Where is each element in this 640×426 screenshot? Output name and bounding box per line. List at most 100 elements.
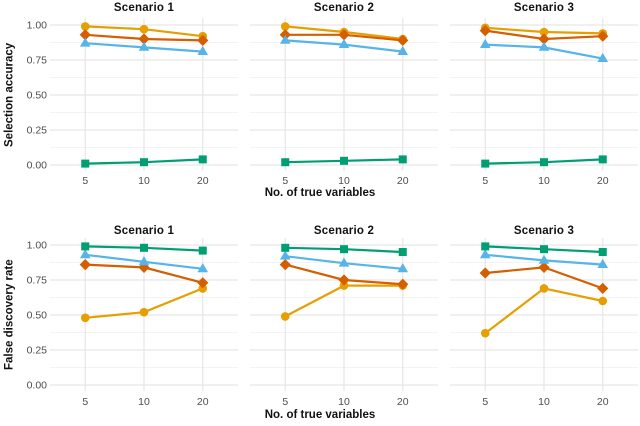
orange-circle-point: [539, 27, 549, 37]
orange-circle-point: [598, 296, 608, 306]
selection-accuracy-panels-svg: 0.00 0.25 0.50 0.75 1.00 5 10 20 5 10 20 5 10 20: [27, 18, 638, 187]
x-tick-label: 10: [138, 175, 150, 187]
vermillion-diamond-point: [79, 29, 91, 41]
skyblue-triangle-point: [479, 249, 491, 259]
y-tick-label: 1.00: [27, 240, 48, 252]
green-square-point: [398, 248, 407, 256]
panel-title-scenario-3-bottom: Scenario 3: [513, 225, 575, 237]
y-tick-label: 0.00: [27, 160, 48, 172]
vermillion-diamond-point: [479, 267, 491, 279]
green-square-point: [81, 159, 90, 168]
vermillion-diamond-point: [479, 25, 491, 37]
green-square-point: [598, 155, 607, 164]
skyblue-triangle-point: [397, 263, 409, 273]
skyblue-triangle-point: [279, 250, 291, 260]
y-axis-title-false-discovery-rate: False discovery rate: [3, 259, 16, 371]
orange-circle-point: [80, 313, 90, 323]
x-tick-label: 5: [482, 396, 488, 408]
orange-circle-point: [80, 22, 90, 31]
vermillion-diamond-point: [138, 33, 150, 45]
panel-title-scenario-1-bottom: Scenario 1: [113, 225, 175, 237]
vermillion-diamond-point: [338, 274, 350, 286]
vermillion-diamond-point: [597, 282, 609, 294]
x-tick-label: 10: [538, 396, 550, 408]
x-tick-label: 20: [397, 396, 409, 408]
y-tick-label: 0.25: [27, 345, 48, 357]
green-square-point: [281, 243, 290, 252]
green-square-point: [540, 158, 548, 167]
green-square-point: [481, 242, 490, 251]
y-tick-label: 0.50: [27, 310, 48, 322]
x-tick-label: 5: [82, 175, 88, 187]
green-square-point: [340, 156, 348, 165]
skyblue-triangle-point: [338, 38, 350, 48]
skyblue-triangle-point: [138, 256, 150, 266]
vermillion-diamond-point: [397, 278, 409, 290]
vermillion-diamond-point: [538, 33, 550, 45]
green-square-point: [340, 245, 348, 254]
skyblue-triangle-point: [338, 257, 350, 267]
vermillion-diamond-point: [397, 34, 409, 46]
orange-circle-point: [280, 312, 290, 321]
green-square-point: [198, 246, 207, 255]
vermillion-diamond-point: [79, 259, 91, 271]
green-square-point: [281, 158, 290, 167]
skyblue-triangle-point: [138, 41, 150, 51]
panel-title-scenario-1-top: Scenario 1: [113, 2, 175, 14]
skyblue-triangle-point: [479, 38, 491, 48]
x-tick-label: 10: [338, 396, 350, 408]
x-tick-label: 20: [197, 396, 209, 408]
y-tick-label: 0.75: [27, 55, 48, 67]
green-square-point: [481, 159, 490, 168]
vermillion-diamond-point: [597, 30, 609, 42]
skyblue-triangle-point: [397, 45, 409, 55]
y-tick-label: 0.50: [27, 90, 48, 102]
x-tick-label: 10: [538, 175, 550, 187]
green-square-point: [140, 158, 148, 167]
x-tick-label: 10: [338, 175, 350, 187]
orange-circle-point: [280, 22, 290, 31]
x-tick-label: 10: [138, 396, 150, 408]
y-axis-title-selection-accuracy: Selection accuracy: [3, 42, 16, 148]
green-square-point: [81, 242, 90, 251]
y-tick-label: 0.00: [27, 380, 48, 392]
skyblue-triangle-point: [597, 52, 609, 62]
y-tick-label: 0.75: [27, 275, 48, 287]
panel-title-scenario-2-top: Scenario 2: [313, 2, 375, 14]
x-tick-label: 20: [597, 396, 609, 408]
orange-circle-point: [139, 24, 149, 34]
skyblue-triangle-point: [538, 254, 550, 264]
green-square-point: [140, 243, 148, 252]
x-tick-label: 5: [282, 396, 288, 408]
y-tick-label: 1.00: [27, 20, 48, 32]
green-square-point: [398, 155, 407, 164]
vermillion-diamond-point: [197, 34, 209, 46]
vermillion-diamond-point: [338, 29, 350, 41]
false-discovery-rate-panels-svg: 0.00 0.25 0.50 0.75 1.00 5 10 20 5 10 20 5 10 20: [27, 238, 638, 408]
x-tick-label: 5: [82, 396, 88, 408]
skyblue-triangle-point: [79, 37, 91, 47]
green-square-point: [598, 248, 607, 256]
green-square-point: [540, 245, 548, 254]
skyblue-triangle-point: [197, 45, 209, 55]
y-tick-label: 0.25: [27, 125, 48, 137]
vermillion-diamond-point: [279, 259, 291, 271]
skyblue-triangle-point: [279, 34, 291, 44]
x-tick-label: 20: [197, 175, 209, 187]
green-square-point: [198, 155, 207, 164]
skyblue-triangle-point: [197, 263, 209, 273]
skyblue-triangle-point: [538, 41, 550, 51]
x-tick-label: 20: [397, 175, 409, 187]
selection-accuracy-row: 0.00 0.25 0.50 0.75 1.00 5 10 20 5 10 20 5 10 20 Sele…: [3, 2, 638, 199]
skyblue-triangle-point: [597, 258, 609, 268]
orange-circle-point: [539, 284, 549, 293]
x-axis-title-bottom: No. of true variables: [264, 409, 376, 421]
x-tick-label: 5: [282, 175, 288, 187]
x-tick-label: 5: [482, 175, 488, 187]
x-axis-title-top: No. of true variables: [264, 187, 376, 199]
x-tick-label: 20: [597, 175, 609, 187]
panel-title-scenario-2-bottom: Scenario 2: [313, 225, 375, 237]
orange-circle-point: [139, 307, 149, 317]
skyblue-triangle-point: [79, 249, 91, 259]
